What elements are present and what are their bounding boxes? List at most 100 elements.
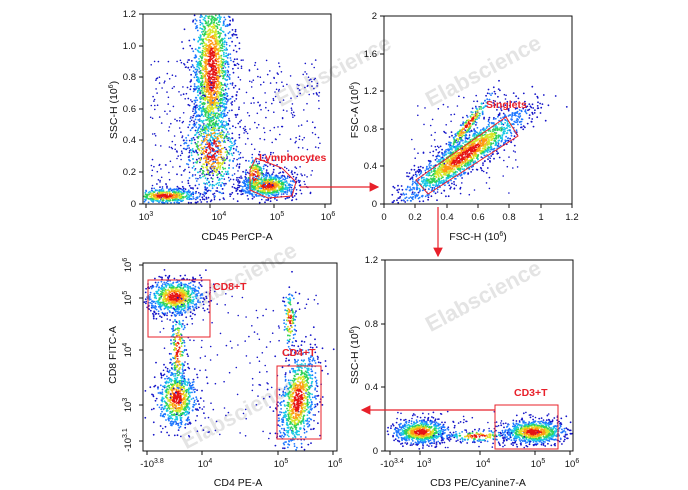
event-dot bbox=[512, 167, 514, 169]
event-dot bbox=[204, 77, 207, 80]
event-dot bbox=[204, 51, 207, 53]
event-dot bbox=[207, 20, 210, 23]
event-dot bbox=[168, 191, 171, 194]
event-dot bbox=[159, 200, 162, 202]
event-dot bbox=[282, 184, 285, 186]
ytick: 0.6 bbox=[123, 104, 136, 115]
event-dot bbox=[237, 63, 240, 66]
event-dot bbox=[160, 122, 163, 124]
event-dot bbox=[208, 160, 211, 163]
event-dot bbox=[212, 149, 215, 152]
event-dot bbox=[202, 175, 204, 178]
event-dot bbox=[162, 191, 165, 194]
event-dot bbox=[297, 87, 299, 90]
event-dot bbox=[288, 183, 291, 186]
event-dot bbox=[291, 103, 294, 105]
event-dot bbox=[271, 173, 274, 175]
event-dot bbox=[237, 76, 240, 78]
event-dot bbox=[396, 199, 398, 202]
event-dot bbox=[213, 198, 216, 201]
event-dot bbox=[201, 49, 204, 52]
event-dot bbox=[161, 191, 163, 194]
event-dot bbox=[156, 198, 159, 201]
event-dot bbox=[207, 117, 210, 120]
event-dot bbox=[304, 62, 307, 65]
event-dot bbox=[220, 158, 223, 161]
event-dot bbox=[464, 160, 467, 163]
watermark: Elabscience bbox=[421, 255, 545, 337]
event-dot bbox=[197, 141, 199, 143]
event-dot bbox=[217, 67, 220, 70]
event-dot bbox=[258, 105, 261, 107]
event-dot bbox=[196, 160, 199, 163]
event-dot bbox=[193, 76, 196, 79]
event-dot bbox=[226, 92, 229, 95]
event-dot bbox=[210, 73, 213, 75]
event-dot bbox=[277, 73, 279, 75]
event-dot bbox=[161, 198, 163, 201]
event-dot bbox=[488, 176, 491, 179]
event-dot bbox=[213, 197, 216, 199]
event-dot bbox=[181, 188, 183, 191]
event-dot bbox=[250, 170, 253, 173]
event-dot bbox=[220, 112, 223, 114]
event-dot bbox=[312, 93, 315, 95]
xtick: 106 bbox=[321, 211, 336, 223]
event-dot bbox=[162, 199, 164, 202]
event-dot bbox=[220, 83, 223, 86]
plot-1-ylabel: SSC-H (106) bbox=[108, 81, 120, 139]
event-dot bbox=[196, 65, 199, 68]
event-dot bbox=[213, 156, 216, 158]
event-dot bbox=[187, 190, 190, 193]
event-dot bbox=[248, 193, 251, 195]
event-dot bbox=[215, 140, 218, 142]
event-dot bbox=[176, 198, 179, 201]
event-dot bbox=[188, 155, 191, 157]
event-dot bbox=[159, 186, 161, 189]
event-dot bbox=[199, 199, 202, 201]
event-dot bbox=[226, 63, 229, 66]
event-dot bbox=[314, 146, 317, 148]
event-dot bbox=[214, 103, 217, 105]
event-dot bbox=[222, 96, 225, 99]
event-dot bbox=[439, 145, 442, 148]
event-dot bbox=[202, 91, 205, 94]
event-dot bbox=[222, 77, 225, 79]
event-dot bbox=[412, 193, 415, 196]
event-dot bbox=[199, 23, 202, 26]
event-dot bbox=[216, 42, 219, 45]
event-dot bbox=[208, 162, 210, 165]
event-dot bbox=[314, 158, 317, 160]
event-dot bbox=[199, 27, 202, 29]
event-dot bbox=[221, 121, 224, 124]
event-dot bbox=[206, 165, 209, 168]
event-dot bbox=[265, 188, 267, 191]
event-dot bbox=[198, 67, 201, 70]
event-dot bbox=[228, 31, 231, 33]
event-dot bbox=[203, 103, 206, 106]
ytick: 0.2 bbox=[123, 167, 136, 178]
event-dot bbox=[417, 166, 420, 169]
event-dot bbox=[197, 135, 200, 138]
event-dot bbox=[242, 127, 245, 130]
event-dot bbox=[213, 84, 216, 86]
event-dot bbox=[208, 72, 211, 75]
event-dot bbox=[185, 191, 188, 194]
event-dot bbox=[199, 38, 202, 41]
event-dot bbox=[267, 198, 270, 201]
event-dot bbox=[156, 92, 158, 94]
event-dot bbox=[304, 86, 306, 89]
event-dot bbox=[200, 176, 202, 179]
event-dot bbox=[191, 127, 193, 130]
event-dot bbox=[288, 196, 291, 199]
event-dot bbox=[428, 185, 431, 187]
event-dot bbox=[235, 116, 237, 118]
event-dot bbox=[212, 68, 215, 70]
event-dot bbox=[219, 168, 221, 170]
event-dot bbox=[200, 112, 203, 114]
event-dot bbox=[278, 62, 280, 64]
event-dot bbox=[528, 117, 531, 119]
event-dot bbox=[205, 187, 208, 190]
event-dot bbox=[224, 100, 227, 102]
event-dot bbox=[170, 146, 173, 149]
